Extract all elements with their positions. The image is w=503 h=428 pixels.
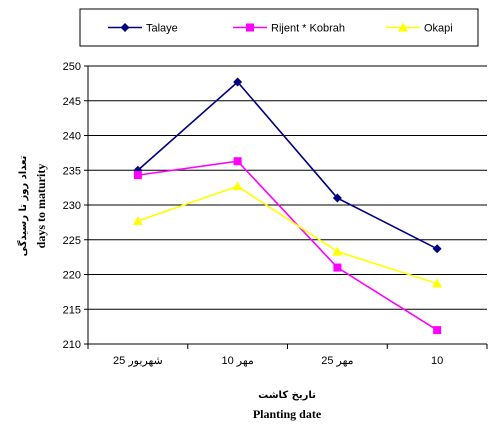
legend-item: Okapi: [386, 22, 453, 35]
y-tick-label: 245: [63, 96, 81, 108]
legend: Talaye Rijent * Kobrah Okapi: [79, 8, 479, 47]
y-axis-title-fa: تعداد روز تا رسیدگی: [16, 155, 29, 256]
x-tick-label: مهر 10: [221, 355, 253, 367]
series-line: [137, 80, 438, 250]
legend-item: Rijent * Kobrah: [233, 23, 345, 35]
data-point: [233, 77, 243, 87]
data-point: [432, 244, 442, 254]
legend-marker: [120, 23, 130, 32]
data-point: [433, 326, 442, 335]
legend-marker: [398, 22, 408, 32]
y-tick-label: 230: [63, 200, 81, 212]
y-tick-label: 220: [63, 270, 81, 282]
legend-item: Talaye: [108, 23, 178, 35]
data-point: [132, 215, 143, 225]
series-line: [137, 160, 438, 331]
x-axis-title: Planting date: [253, 407, 322, 421]
series-talaye: [133, 77, 442, 254]
legend-label: Talaye: [146, 23, 178, 35]
data-point: [232, 181, 243, 191]
series-rijent-kobrah: [133, 157, 442, 335]
x-tick-label: مهر 25: [321, 355, 353, 367]
y-tick-label: 215: [63, 304, 81, 316]
y-tick-label: 225: [63, 235, 81, 247]
legend-label: Rijent * Kobrah: [271, 23, 345, 35]
y-tick-label: 235: [63, 165, 81, 177]
legend-label: Okapi: [424, 23, 453, 35]
series-line: [137, 185, 438, 285]
y-tick-label: 240: [63, 131, 81, 143]
data-point: [332, 193, 342, 203]
y-tick-label: 250: [63, 61, 81, 73]
data-point: [432, 278, 443, 288]
data-point: [233, 157, 242, 166]
data-point: [332, 246, 343, 256]
series-group: [132, 77, 443, 335]
y-tick-label: 210: [63, 339, 81, 351]
x-tick-label: 10: [431, 355, 443, 367]
legend-marker: [246, 23, 254, 32]
grid: [88, 65, 487, 310]
data-point: [333, 263, 342, 272]
series-okapi: [132, 181, 443, 288]
x-tick-label: شهریور 25: [113, 355, 163, 367]
y-axis-title: days to maturity: [34, 164, 48, 249]
y-ticks: 210 215 220 225 230 235 240 245 250: [63, 61, 88, 351]
data-point: [133, 171, 142, 180]
x-ticks: شهریور 25 مهر 10 مهر 25 10: [87, 344, 488, 367]
x-axis-title-fa: تاریخ کاشت: [258, 390, 316, 401]
